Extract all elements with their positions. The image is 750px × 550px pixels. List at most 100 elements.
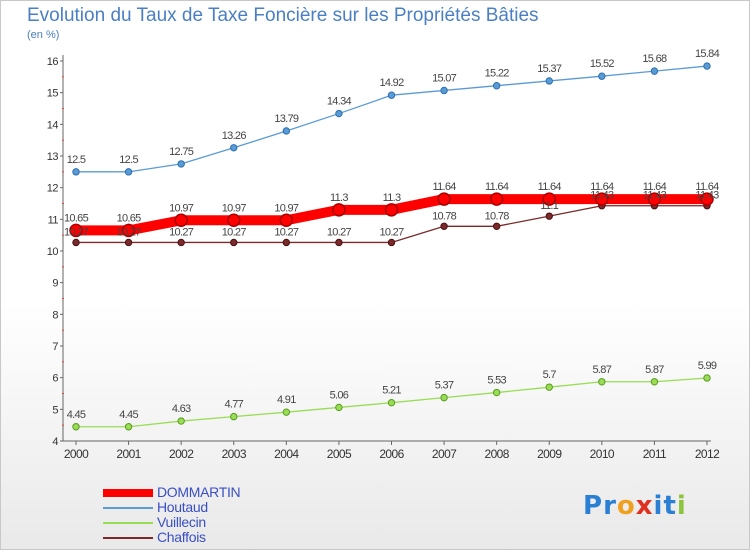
data-point xyxy=(230,412,238,421)
y-tick-label: 8 xyxy=(52,309,58,321)
data-point xyxy=(72,423,80,431)
chart-subtitle: (en %) xyxy=(27,29,60,41)
data-label: 14.92 xyxy=(379,77,404,89)
legend-swatch-dommartin xyxy=(103,489,153,497)
data-point xyxy=(177,417,185,425)
data-label: 5.7 xyxy=(543,369,557,381)
data-point xyxy=(279,213,294,228)
data-label: 10.97 xyxy=(222,202,247,214)
data-point xyxy=(387,238,396,247)
data-label: 5.06 xyxy=(330,389,349,401)
data-point xyxy=(121,223,136,238)
data-label: 12.5 xyxy=(67,154,86,166)
data-point xyxy=(72,168,80,176)
logo-letter: i xyxy=(676,491,687,521)
data-label: 10.27 xyxy=(327,226,352,238)
data-point xyxy=(227,213,241,228)
data-point xyxy=(545,212,553,220)
logo-letter: P xyxy=(583,491,604,521)
x-tick-label: 2000 xyxy=(64,447,89,461)
data-label: 15.52 xyxy=(590,58,615,70)
data-label: 10.27 xyxy=(117,226,142,238)
data-label: 10.27 xyxy=(64,226,89,238)
data-label: 4.45 xyxy=(67,409,86,421)
y-tick-label: 10 xyxy=(47,246,59,258)
data-label: 15.68 xyxy=(642,53,667,65)
data-point xyxy=(335,403,343,412)
data-label: 11.64 xyxy=(590,181,614,193)
data-label: 11.43 xyxy=(643,190,667,202)
data-point xyxy=(542,192,556,206)
data-label: 13.79 xyxy=(274,113,299,125)
data-point xyxy=(440,222,448,231)
data-label: 4.63 xyxy=(172,403,191,415)
proxiti-logo: Proxiti xyxy=(583,491,687,521)
data-point xyxy=(647,192,662,206)
logo-letter: t xyxy=(663,491,677,521)
data-label: 5.53 xyxy=(487,375,506,387)
data-label: 10.65 xyxy=(117,212,142,224)
logo-letter: o xyxy=(616,491,636,521)
y-tick-label: 6 xyxy=(52,373,58,385)
data-point xyxy=(595,192,609,206)
data-point xyxy=(177,160,185,168)
data-label: 12.5 xyxy=(119,154,138,166)
x-tick-label: 2004 xyxy=(274,447,299,461)
legend-item-dommartin: DOMMARTIN xyxy=(103,484,353,500)
y-tick-label: 5 xyxy=(52,404,58,416)
data-point xyxy=(650,378,659,386)
data-point xyxy=(174,213,188,228)
data-label: 11.64 xyxy=(695,181,719,193)
data-label: 11.43 xyxy=(695,190,719,202)
data-point xyxy=(282,127,291,135)
y-tick-label: 4 xyxy=(52,436,58,448)
data-label: 10.27 xyxy=(169,226,194,238)
data-label: 10.65 xyxy=(64,212,89,224)
data-label: 10.27 xyxy=(379,226,404,238)
logo-letter: i xyxy=(653,491,664,521)
legend-item-vuillecin: Vuillecin xyxy=(103,514,353,530)
x-tick-label: 2003 xyxy=(222,447,247,461)
data-label: 10.27 xyxy=(274,226,299,238)
data-label: 5.99 xyxy=(698,360,717,372)
data-label: 10.97 xyxy=(169,202,194,214)
data-point xyxy=(492,82,501,90)
x-tick-label: 2008 xyxy=(485,447,510,461)
data-point xyxy=(69,223,83,238)
data-label: 11.64 xyxy=(432,181,456,193)
data-point xyxy=(489,192,504,206)
data-point xyxy=(598,378,606,386)
data-point xyxy=(492,222,501,231)
data-point xyxy=(72,238,80,247)
data-point xyxy=(650,67,659,75)
data-point xyxy=(124,168,133,176)
data-point xyxy=(598,72,606,80)
x-tick-label: 2005 xyxy=(327,447,352,461)
data-label: 14.34 xyxy=(327,96,352,108)
data-point xyxy=(335,109,343,118)
data-label: 4.45 xyxy=(119,409,138,421)
y-tick-label: 7 xyxy=(52,341,58,353)
data-point xyxy=(124,423,133,431)
y-tick-label: 12 xyxy=(47,183,59,195)
x-tick-label: 2006 xyxy=(379,447,404,461)
data-label: 11.64 xyxy=(485,181,509,193)
data-point xyxy=(335,238,343,247)
data-point xyxy=(703,374,711,382)
data-point xyxy=(492,388,501,397)
data-point xyxy=(177,238,185,247)
data-point xyxy=(230,144,238,152)
data-point xyxy=(282,238,291,247)
data-label: 10.78 xyxy=(432,210,457,222)
data-label: 5.87 xyxy=(645,364,664,376)
data-label: 15.37 xyxy=(537,63,562,75)
data-label: 11.64 xyxy=(538,181,562,193)
data-label: 15.84 xyxy=(695,48,720,60)
data-point xyxy=(700,192,714,206)
x-tick-label: 2002 xyxy=(169,447,194,461)
y-tick-label: 15 xyxy=(47,88,59,100)
data-label: 13.26 xyxy=(222,130,247,142)
y-tick-label: 11 xyxy=(48,214,59,226)
data-point xyxy=(437,192,451,206)
